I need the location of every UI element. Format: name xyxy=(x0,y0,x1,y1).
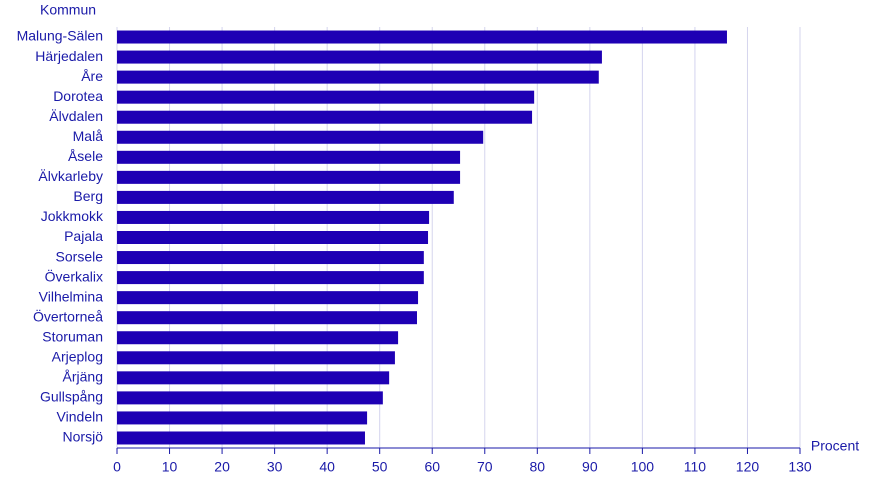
bar xyxy=(117,311,417,325)
bar xyxy=(117,210,430,224)
bar xyxy=(117,110,533,124)
bar xyxy=(117,391,383,405)
y-tick-label: Älvkarleby xyxy=(38,168,103,184)
bar xyxy=(117,271,424,285)
bar xyxy=(117,170,461,184)
y-tick-label: Pajala xyxy=(64,228,103,244)
y-tick-label: Arjeplog xyxy=(52,348,103,364)
x-tick-label: 40 xyxy=(319,459,335,475)
x-tick-label: 50 xyxy=(372,459,388,475)
bar xyxy=(117,371,390,385)
bar xyxy=(117,150,461,164)
y-tick-label: Åsele xyxy=(68,148,103,164)
y-tick-label: Gullspång xyxy=(40,389,103,405)
x-tick-label: 0 xyxy=(113,459,121,475)
x-tick-label: 10 xyxy=(162,459,178,475)
bar xyxy=(117,50,602,64)
x-tick-label: 130 xyxy=(788,459,812,475)
x-axis-title: Procent xyxy=(811,438,859,454)
bar xyxy=(117,231,429,244)
bar xyxy=(117,190,454,204)
x-tick-label: 120 xyxy=(736,459,760,475)
x-tick-label: 90 xyxy=(582,459,598,475)
bar xyxy=(117,251,424,265)
y-tick-label: Jokkmokk xyxy=(41,208,104,224)
bar xyxy=(117,431,365,445)
bar xyxy=(117,130,484,144)
bar xyxy=(117,90,535,104)
y-tick-label: Övertorneå xyxy=(33,307,103,324)
y-tick-label: Malå xyxy=(73,128,104,144)
bar xyxy=(117,411,368,425)
y-axis-title: Kommun xyxy=(40,2,96,18)
x-tick-label: 70 xyxy=(477,459,493,475)
bar xyxy=(117,291,419,305)
bar xyxy=(117,70,599,84)
bar xyxy=(117,351,395,365)
y-tick-label: Härjedalen xyxy=(35,48,103,64)
y-tick-label: Överkalix xyxy=(45,267,103,284)
y-tick-label: Årjäng xyxy=(63,369,103,385)
x-tick-label: 100 xyxy=(631,459,655,475)
y-tick-label: Älvdalen xyxy=(49,108,103,124)
x-tick-label: 20 xyxy=(214,459,230,475)
y-tick-label: Sorsele xyxy=(56,248,104,264)
y-tick-label: Vilhelmina xyxy=(39,288,104,304)
y-tick-label: Åre xyxy=(81,68,103,84)
bar xyxy=(117,30,727,44)
y-tick-label: Storuman xyxy=(42,328,103,344)
x-tick-label: 110 xyxy=(684,459,707,475)
y-tick-label: Malung-Sälen xyxy=(17,28,103,44)
y-tick-label: Vindeln xyxy=(57,409,103,425)
x-tick-label: 30 xyxy=(267,459,283,475)
y-tick-label: Berg xyxy=(73,188,103,204)
bar xyxy=(117,331,399,345)
x-tick-label: 60 xyxy=(424,459,440,475)
y-tick-label: Norsjö xyxy=(63,429,104,445)
y-tick-label: Dorotea xyxy=(53,88,103,104)
x-tick-label: 80 xyxy=(530,459,546,475)
